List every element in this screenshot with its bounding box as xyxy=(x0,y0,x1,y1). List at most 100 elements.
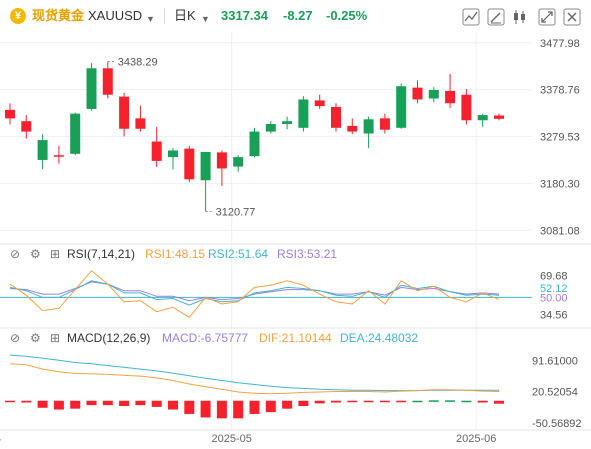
macd-bar xyxy=(363,400,374,403)
rsi-tick-label: 52.12 xyxy=(540,283,568,295)
macd-bar xyxy=(412,400,423,403)
instrument-name[interactable]: 现货黄金 xyxy=(32,8,85,23)
candle-body xyxy=(412,87,423,100)
macd-bar xyxy=(445,400,456,402)
x-tick-label: 2025-05 xyxy=(211,433,251,445)
rsi-tick-label: 50.00 xyxy=(540,292,568,304)
macd-title: MACD(12,26,9) xyxy=(67,331,150,345)
macd-tick-label: 91.61000 xyxy=(532,355,578,367)
candle-body xyxy=(21,121,32,132)
candle-type-icon[interactable] xyxy=(511,8,529,26)
high-label: 3438.29 xyxy=(118,57,158,69)
macd-collapse-icon: ⊘ xyxy=(10,331,20,345)
last-price: 3317.34 xyxy=(221,8,268,23)
macd-bar xyxy=(216,400,227,419)
candle-body xyxy=(135,118,146,129)
rsi3-line xyxy=(9,281,500,302)
candle-body xyxy=(70,113,81,154)
period-selector[interactable]: 日K xyxy=(174,8,196,23)
rsi-title: RSI(7,14,21) xyxy=(67,247,135,261)
macd-bar xyxy=(135,400,146,406)
rsi-toggle-icon: ⊞ xyxy=(50,247,60,261)
x-tick-label: 2025-06 xyxy=(456,433,496,445)
candle-body xyxy=(396,86,407,128)
macd-settings-icon: ⚙ xyxy=(30,331,41,345)
rsi1-value: RSI1:48.15 xyxy=(145,247,205,261)
macd-bar xyxy=(168,400,178,410)
header-bar: ¥ 现货黄金 XAUUSD ▼ 日K ▼ 3317.34 -8.27 -0.25… xyxy=(0,0,591,32)
rsi-collapse-icon: ⊘ xyxy=(10,247,20,261)
rsi-settings-icon: ⚙ xyxy=(30,247,41,261)
macd-panel: ⊘ ⚙ ⊞ MACD(12,26,9) MACD:-6.75777 DIF:21.1014… xyxy=(0,327,591,430)
macd-bar xyxy=(282,400,293,409)
close-icon[interactable] xyxy=(563,8,581,26)
candle-body xyxy=(102,68,113,95)
chevron-down-icon[interactable]: ▼ xyxy=(201,14,210,24)
price-change: -8.27 xyxy=(283,8,313,23)
candle-body xyxy=(216,152,227,169)
price-annotations: 3438.29 3120.77 xyxy=(107,57,256,219)
indicator-icon[interactable] xyxy=(462,8,480,26)
low-label: 3120.77 xyxy=(216,207,256,219)
rsi2-line xyxy=(9,280,500,306)
candle-body xyxy=(184,148,195,180)
macd-bar xyxy=(379,400,390,403)
price-tick-label: 3180.30 xyxy=(540,178,580,190)
candle-body xyxy=(282,121,293,125)
macd-bar xyxy=(314,400,325,404)
candle-body xyxy=(428,90,439,99)
candle-body xyxy=(477,115,488,121)
macd-bar xyxy=(233,400,244,419)
macd-bar xyxy=(265,400,276,413)
macd-toggle-icon: ⊞ xyxy=(50,331,60,345)
x-axis: 25-04 2025-05 2025-06 xyxy=(0,429,591,445)
dif-value: DIF:21.10144 xyxy=(259,331,332,345)
rsi-panel: ⊘ ⚙ ⊞ RSI(7,14,21) RSI1:48.15 RSI2:51.64 RSI3:… xyxy=(0,243,591,321)
rsi2-value: RSI2:51.64 xyxy=(208,247,268,261)
candle-body xyxy=(331,107,341,128)
rsi3-value: RSI3:53.21 xyxy=(277,247,337,261)
macd-bar xyxy=(119,400,130,407)
candle-body xyxy=(5,109,15,119)
expand-icon[interactable] xyxy=(538,8,556,26)
x-tick-label: 25-04 xyxy=(0,433,1,445)
candles xyxy=(5,61,504,212)
candle-body xyxy=(314,100,325,107)
macd-bar xyxy=(428,400,439,402)
dif-line xyxy=(9,363,500,395)
price-tick-label: 3378.76 xyxy=(540,85,580,97)
candle-body xyxy=(494,115,504,119)
candle-body xyxy=(37,140,48,160)
candle-body xyxy=(119,96,130,129)
price-tick-label: 3477.98 xyxy=(540,38,580,50)
macd-bar xyxy=(70,400,81,409)
macd-bar xyxy=(347,400,358,403)
macd-value: MACD:-6.75777 xyxy=(162,331,248,345)
candle-body xyxy=(249,131,260,157)
dea-line xyxy=(9,354,499,392)
price-tick-label: 3081.08 xyxy=(540,225,580,237)
macd-bar xyxy=(494,400,504,404)
macd-bar xyxy=(477,400,488,403)
macd-bar xyxy=(102,400,113,406)
candle-body xyxy=(233,157,244,167)
candle-body xyxy=(151,141,162,161)
macd-bar xyxy=(249,400,260,414)
rsi-tick-label: 69.68 xyxy=(540,271,568,283)
candle-body xyxy=(265,124,276,132)
symbol-selector[interactable]: XAUUSD xyxy=(88,8,143,23)
rsi-tick-label: 34.56 xyxy=(540,309,568,321)
draw-icon[interactable] xyxy=(487,8,505,26)
macd-bar xyxy=(396,400,407,403)
macd-bar xyxy=(53,400,64,410)
macd-tick-label: -50.56892 xyxy=(532,418,582,430)
chevron-down-icon[interactable]: ▼ xyxy=(146,14,155,24)
candle-body xyxy=(86,68,97,109)
candle-body xyxy=(298,99,309,128)
macd-bar xyxy=(298,400,309,407)
candle-body xyxy=(53,155,64,157)
candle-body xyxy=(363,119,374,134)
divider xyxy=(164,8,165,24)
macd-bar xyxy=(5,400,15,403)
